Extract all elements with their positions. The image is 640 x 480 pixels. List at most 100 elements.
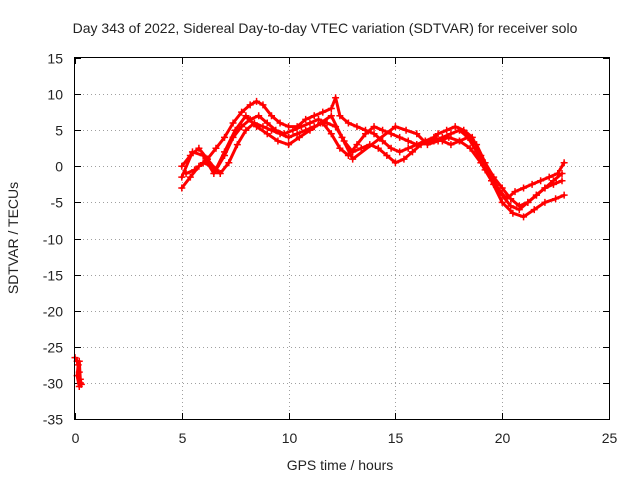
data-point [541, 198, 549, 206]
x-tick-label: 10 [282, 430, 298, 446]
data-point [242, 112, 250, 120]
data-point [276, 119, 284, 127]
data-point [402, 126, 410, 134]
data-point [511, 188, 519, 196]
y-axis-label: SDTVAR / TECUs [5, 182, 21, 294]
data-point [259, 101, 267, 109]
x-tick-label: 20 [495, 430, 511, 446]
data-point [178, 173, 186, 181]
data-point [178, 184, 186, 192]
axis-ticks: 0 5 10 15 20 25 15 10 5 0 -5 -10 -15 -20 -25 -30 -35 [43, 51, 618, 447]
data-point [221, 148, 229, 156]
data-point [379, 137, 387, 145]
y-tick-label: 10 [47, 87, 63, 103]
data-point [268, 112, 276, 120]
data-point [560, 191, 568, 199]
data-point [216, 170, 224, 178]
data-point [285, 133, 293, 141]
y-tick-label: 15 [47, 51, 63, 67]
data-point [464, 133, 472, 141]
data-point [246, 101, 254, 109]
data-point [528, 180, 536, 188]
data-point [195, 144, 203, 152]
data-point [186, 173, 194, 181]
data-point [75, 357, 83, 365]
data-point [293, 130, 301, 138]
data-point [404, 144, 412, 152]
data-point [212, 144, 220, 152]
data-point [268, 126, 276, 134]
data-point [336, 112, 344, 120]
data-point [445, 133, 453, 141]
x-tick-label: 25 [602, 430, 618, 446]
data-point [370, 123, 378, 131]
data-point [413, 141, 421, 149]
data-point [199, 151, 207, 159]
data-point [434, 130, 442, 138]
data-point [455, 137, 463, 145]
data-point [242, 126, 250, 134]
data-point [317, 119, 325, 127]
data-point [400, 155, 408, 163]
data-point [319, 108, 327, 116]
data-point [274, 137, 282, 145]
data-point [460, 126, 468, 134]
data-point [285, 123, 293, 131]
data-point [524, 198, 532, 206]
data-point [285, 141, 293, 149]
data-point [507, 202, 515, 210]
data-point [434, 137, 442, 145]
data-point [263, 119, 271, 127]
data-point [336, 144, 344, 152]
data-point [344, 119, 352, 127]
data-point [447, 130, 455, 138]
data-point [396, 133, 404, 141]
data-point [361, 130, 369, 138]
data-point [221, 133, 229, 141]
data-point [466, 144, 474, 152]
data-point [408, 148, 416, 156]
data-point [537, 177, 545, 185]
data-point [259, 123, 267, 131]
data-point [353, 141, 361, 149]
data-point [77, 380, 85, 388]
data-point [379, 126, 387, 134]
data-point [297, 123, 305, 131]
data-point [349, 155, 357, 163]
data-point [229, 119, 237, 127]
y-tick-label: -5 [51, 195, 64, 211]
series-track4-line [180, 114, 566, 219]
data-point [191, 166, 199, 174]
data-point [225, 159, 233, 167]
y-tick-label: -25 [43, 340, 63, 356]
data-point [310, 112, 318, 120]
data-point [199, 159, 207, 167]
data-point [327, 130, 335, 138]
data-point [473, 141, 481, 149]
data-point [507, 195, 515, 203]
data-point [558, 177, 566, 185]
data-point [520, 184, 528, 192]
data-point [515, 202, 523, 210]
data-point [396, 148, 404, 156]
data-point [306, 119, 314, 127]
data-point [327, 105, 335, 113]
data-point [387, 144, 395, 152]
y-tick-label: 0 [55, 159, 63, 175]
data-point [233, 141, 241, 149]
data-point [443, 126, 451, 134]
series-track2-line [180, 114, 566, 201]
data-point [498, 184, 506, 192]
data-point [332, 94, 340, 102]
data-point [76, 375, 84, 383]
data-point [253, 97, 261, 105]
data-point [560, 159, 568, 167]
data-point [423, 141, 431, 149]
y-tick-label: -35 [43, 412, 63, 428]
data-point [488, 177, 496, 185]
data-point [338, 133, 346, 141]
data-point [238, 108, 246, 116]
data-point [178, 162, 186, 170]
data-point [447, 141, 455, 149]
